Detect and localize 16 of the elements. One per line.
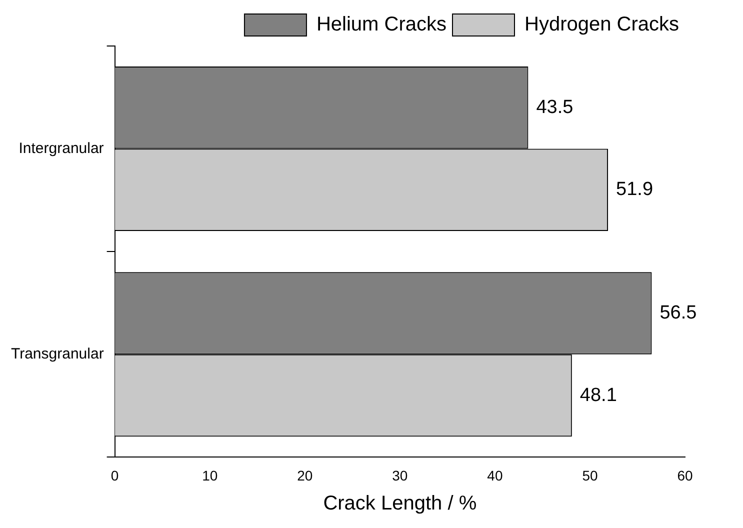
x-tick-label: 10 [202,467,218,484]
x-tick-label: 40 [487,467,503,484]
data-label: 48.1 [580,384,617,406]
y-tick-label: Intergranular [18,140,104,157]
x-tick-label: 30 [392,467,408,484]
data-label: 56.5 [660,302,697,324]
x-axis-title: Crack Length / % [323,492,477,515]
y-tick-label: Transgranular [10,346,104,363]
legend-label: Hydrogen Cracks [524,14,680,36]
x-tick-label: 50 [582,467,598,484]
x-tick-label: 20 [297,467,313,484]
x-tick-label: 60 [677,467,693,484]
data-label: 43.5 [536,96,574,118]
data-label: 51.9 [616,179,654,200]
x-tick-label: 0 [110,467,119,484]
legend-label: Helium Cracks [316,14,447,36]
